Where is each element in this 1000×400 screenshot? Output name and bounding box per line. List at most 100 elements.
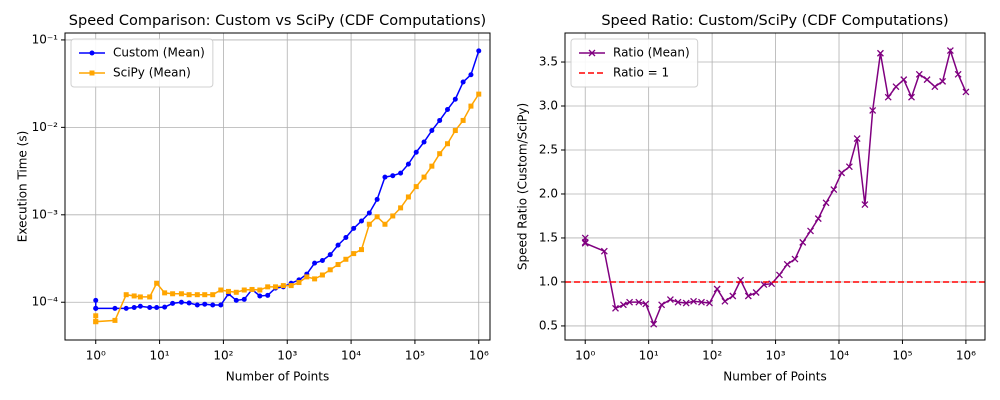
data-point — [612, 304, 619, 312]
data-point — [194, 302, 200, 308]
data-point — [93, 305, 99, 311]
data-point — [319, 272, 325, 278]
data-point — [954, 70, 962, 78]
data-point — [186, 300, 192, 306]
y-axis-label: Execution Time (s) — [16, 131, 30, 243]
data-point — [713, 285, 721, 293]
data-point — [112, 317, 118, 323]
x-tick-label: 10⁴ — [829, 349, 849, 363]
data-point — [476, 91, 482, 97]
data-point — [343, 256, 349, 262]
data-point — [170, 291, 176, 297]
data-point — [233, 297, 239, 303]
data-point — [444, 107, 450, 113]
y-tick-label: 10⁻² — [32, 120, 59, 134]
data-point — [241, 287, 247, 293]
data-point — [194, 292, 200, 298]
data-point — [210, 302, 216, 308]
x-tick-label: 10¹ — [150, 349, 170, 363]
data-point — [359, 218, 365, 224]
data-point — [468, 103, 474, 109]
legend-frame — [70, 38, 214, 88]
data-point — [178, 299, 184, 305]
data-point — [460, 79, 466, 85]
data-point — [89, 50, 95, 56]
data-point — [390, 173, 396, 179]
data-point — [280, 283, 286, 289]
data-point — [799, 238, 807, 246]
y-axis-label: Speed Ratio (Custom/SciPy) — [516, 103, 530, 270]
data-point — [429, 163, 435, 169]
data-point — [304, 274, 310, 280]
x-tick-label: 10¹ — [639, 349, 659, 363]
data-point — [218, 287, 224, 293]
data-point — [366, 221, 372, 227]
data-point — [814, 215, 822, 223]
data-point — [626, 298, 634, 306]
data-point — [89, 70, 95, 76]
data-point — [437, 151, 443, 157]
data-point — [241, 296, 247, 302]
data-point — [93, 297, 99, 303]
y-tick-label: 3.0 — [539, 99, 558, 113]
data-point — [112, 305, 118, 311]
x-tick-label: 10⁵ — [892, 349, 912, 363]
x-tick-label: 10⁶ — [469, 349, 489, 363]
data-point — [233, 289, 239, 295]
data-point — [706, 299, 713, 307]
data-point — [398, 205, 404, 211]
y-tick-label: 1.0 — [539, 274, 558, 288]
legend-label: Ratio = 1 — [613, 66, 669, 80]
data-point — [366, 210, 372, 216]
data-point — [265, 284, 271, 290]
data-point — [946, 47, 954, 55]
data-point — [600, 247, 608, 255]
data-point — [429, 128, 435, 134]
data-point — [327, 252, 333, 258]
x-tick-label: 10³ — [277, 349, 297, 363]
data-point — [162, 304, 168, 310]
legend: Custom (Mean) SciPy (Mean) — [70, 38, 214, 88]
data-point — [721, 297, 729, 305]
data-point — [588, 49, 596, 57]
data-point — [147, 305, 153, 311]
data-point — [131, 293, 137, 299]
data-point — [137, 294, 143, 300]
data-point — [822, 199, 830, 207]
data-point — [838, 169, 846, 177]
data-point — [884, 93, 892, 101]
x-tick-label: 10² — [702, 349, 722, 363]
axes-frame — [564, 32, 986, 341]
data-point — [861, 201, 869, 208]
x-tick-label: 10⁴ — [341, 349, 361, 363]
axes-frame — [64, 32, 491, 341]
data-point — [421, 139, 427, 145]
x-axis-label: Number of Points — [723, 370, 826, 384]
y-tick-label: 2.5 — [539, 142, 558, 156]
data-point — [288, 283, 294, 289]
data-point — [892, 83, 900, 91]
data-point — [257, 293, 263, 299]
data-point — [444, 141, 450, 147]
chart-title: Speed Comparison: Custom vs SciPy (CDF C… — [69, 13, 486, 29]
data-point — [225, 288, 231, 294]
legend: Ratio (Mean) Ratio = 1 — [570, 38, 699, 88]
data-point — [210, 292, 216, 298]
data-point — [744, 292, 752, 300]
legend-label: Ratio (Mean) — [613, 46, 690, 60]
data-point — [154, 280, 160, 286]
y-tick-label: 10⁻⁴ — [32, 295, 59, 309]
data-point — [137, 303, 143, 309]
plot-area — [93, 48, 482, 325]
data-point — [460, 117, 466, 123]
data-point — [923, 76, 931, 84]
y-tick-label: 10⁻¹ — [32, 32, 59, 46]
data-point — [452, 128, 458, 134]
data-point — [154, 305, 160, 311]
data-point — [390, 213, 396, 219]
data-point — [853, 135, 861, 143]
data-point — [791, 255, 799, 263]
data-point — [257, 287, 263, 293]
data-point — [635, 298, 643, 306]
data-point — [468, 72, 474, 78]
